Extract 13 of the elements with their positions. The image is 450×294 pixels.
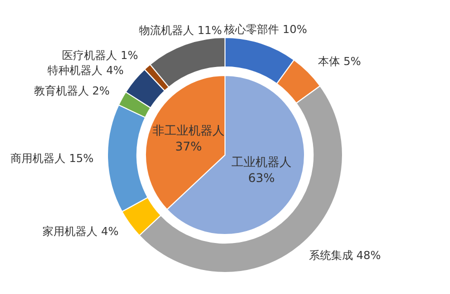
- slice-label: 家用机器人 4%: [42, 225, 119, 238]
- slice-label: 医疗机器人 1%: [62, 49, 138, 62]
- slice-label: 物流机器人 11%: [138, 24, 222, 38]
- slice-label: 工业机器人: [231, 154, 292, 169]
- slice-label: 核心零部件 10%: [223, 22, 308, 36]
- slice-label: 特种机器人 4%: [48, 64, 124, 78]
- data-label: 63%: [248, 170, 275, 185]
- slice-label: 系统集成 48%: [308, 249, 381, 262]
- data-label: 37%: [175, 139, 202, 154]
- slice-label: 非工业机器人: [152, 123, 225, 138]
- slice-label: 教育机器人 2%: [34, 84, 110, 98]
- slice-label: 商用机器人 15%: [10, 152, 94, 165]
- slice-label: 本体 5%: [318, 54, 361, 68]
